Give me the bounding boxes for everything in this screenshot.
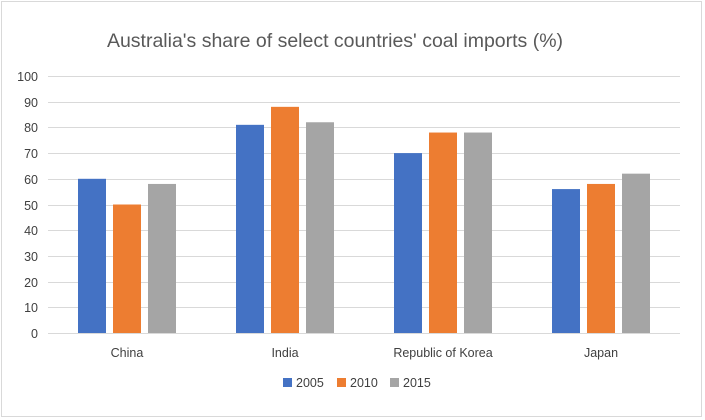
gridlines <box>48 76 680 308</box>
y-tick-label: 80 <box>24 121 38 135</box>
y-tick-label: 40 <box>24 224 38 238</box>
bar-2005-republic-of-korea <box>394 153 422 333</box>
legend-label-2015: 2015 <box>403 376 431 390</box>
bar-2015-republic-of-korea <box>464 132 492 333</box>
bars <box>78 106 650 333</box>
legend-swatch-2010 <box>337 378 346 387</box>
y-tick-label: 20 <box>24 276 38 290</box>
legend: 2005 2010 2015 <box>283 376 431 390</box>
legend-swatch-2005 <box>283 378 292 387</box>
bar-2015-japan <box>622 173 650 333</box>
y-axis-tick-labels: 0 10 20 30 40 50 60 70 80 90 100 <box>17 70 38 341</box>
bar-2005-japan <box>552 189 580 333</box>
legend-swatch-2015 <box>390 378 399 387</box>
y-tick-label: 30 <box>24 250 38 264</box>
bar-2005-china <box>78 178 106 333</box>
y-tick-label: 90 <box>24 96 38 110</box>
bar-2010-japan <box>587 183 615 333</box>
bar-2010-republic-of-korea <box>429 132 457 333</box>
category-labels: China India Republic of Korea Japan <box>111 346 618 360</box>
y-tick-label: 0 <box>31 327 38 341</box>
bar-2015-india <box>306 122 334 333</box>
chart-title: Australia's share of select countries' c… <box>107 30 563 52</box>
bar-2010-china <box>113 204 141 333</box>
y-tick-label: 70 <box>24 147 38 161</box>
y-tick-label: 10 <box>24 301 38 315</box>
x-category-label: China <box>111 346 144 360</box>
y-tick-label: 100 <box>17 70 38 84</box>
y-tick-label: 50 <box>24 199 38 213</box>
legend-label-2010: 2010 <box>350 376 378 390</box>
y-tick-label: 60 <box>24 173 38 187</box>
bar-2015-china <box>148 183 176 333</box>
x-category-label: Republic of Korea <box>393 346 492 360</box>
x-category-label: India <box>271 346 298 360</box>
bar-2010-india <box>271 106 299 333</box>
x-category-label: Japan <box>584 346 618 360</box>
legend-label-2005: 2005 <box>296 376 324 390</box>
bar-2005-india <box>236 124 264 333</box>
